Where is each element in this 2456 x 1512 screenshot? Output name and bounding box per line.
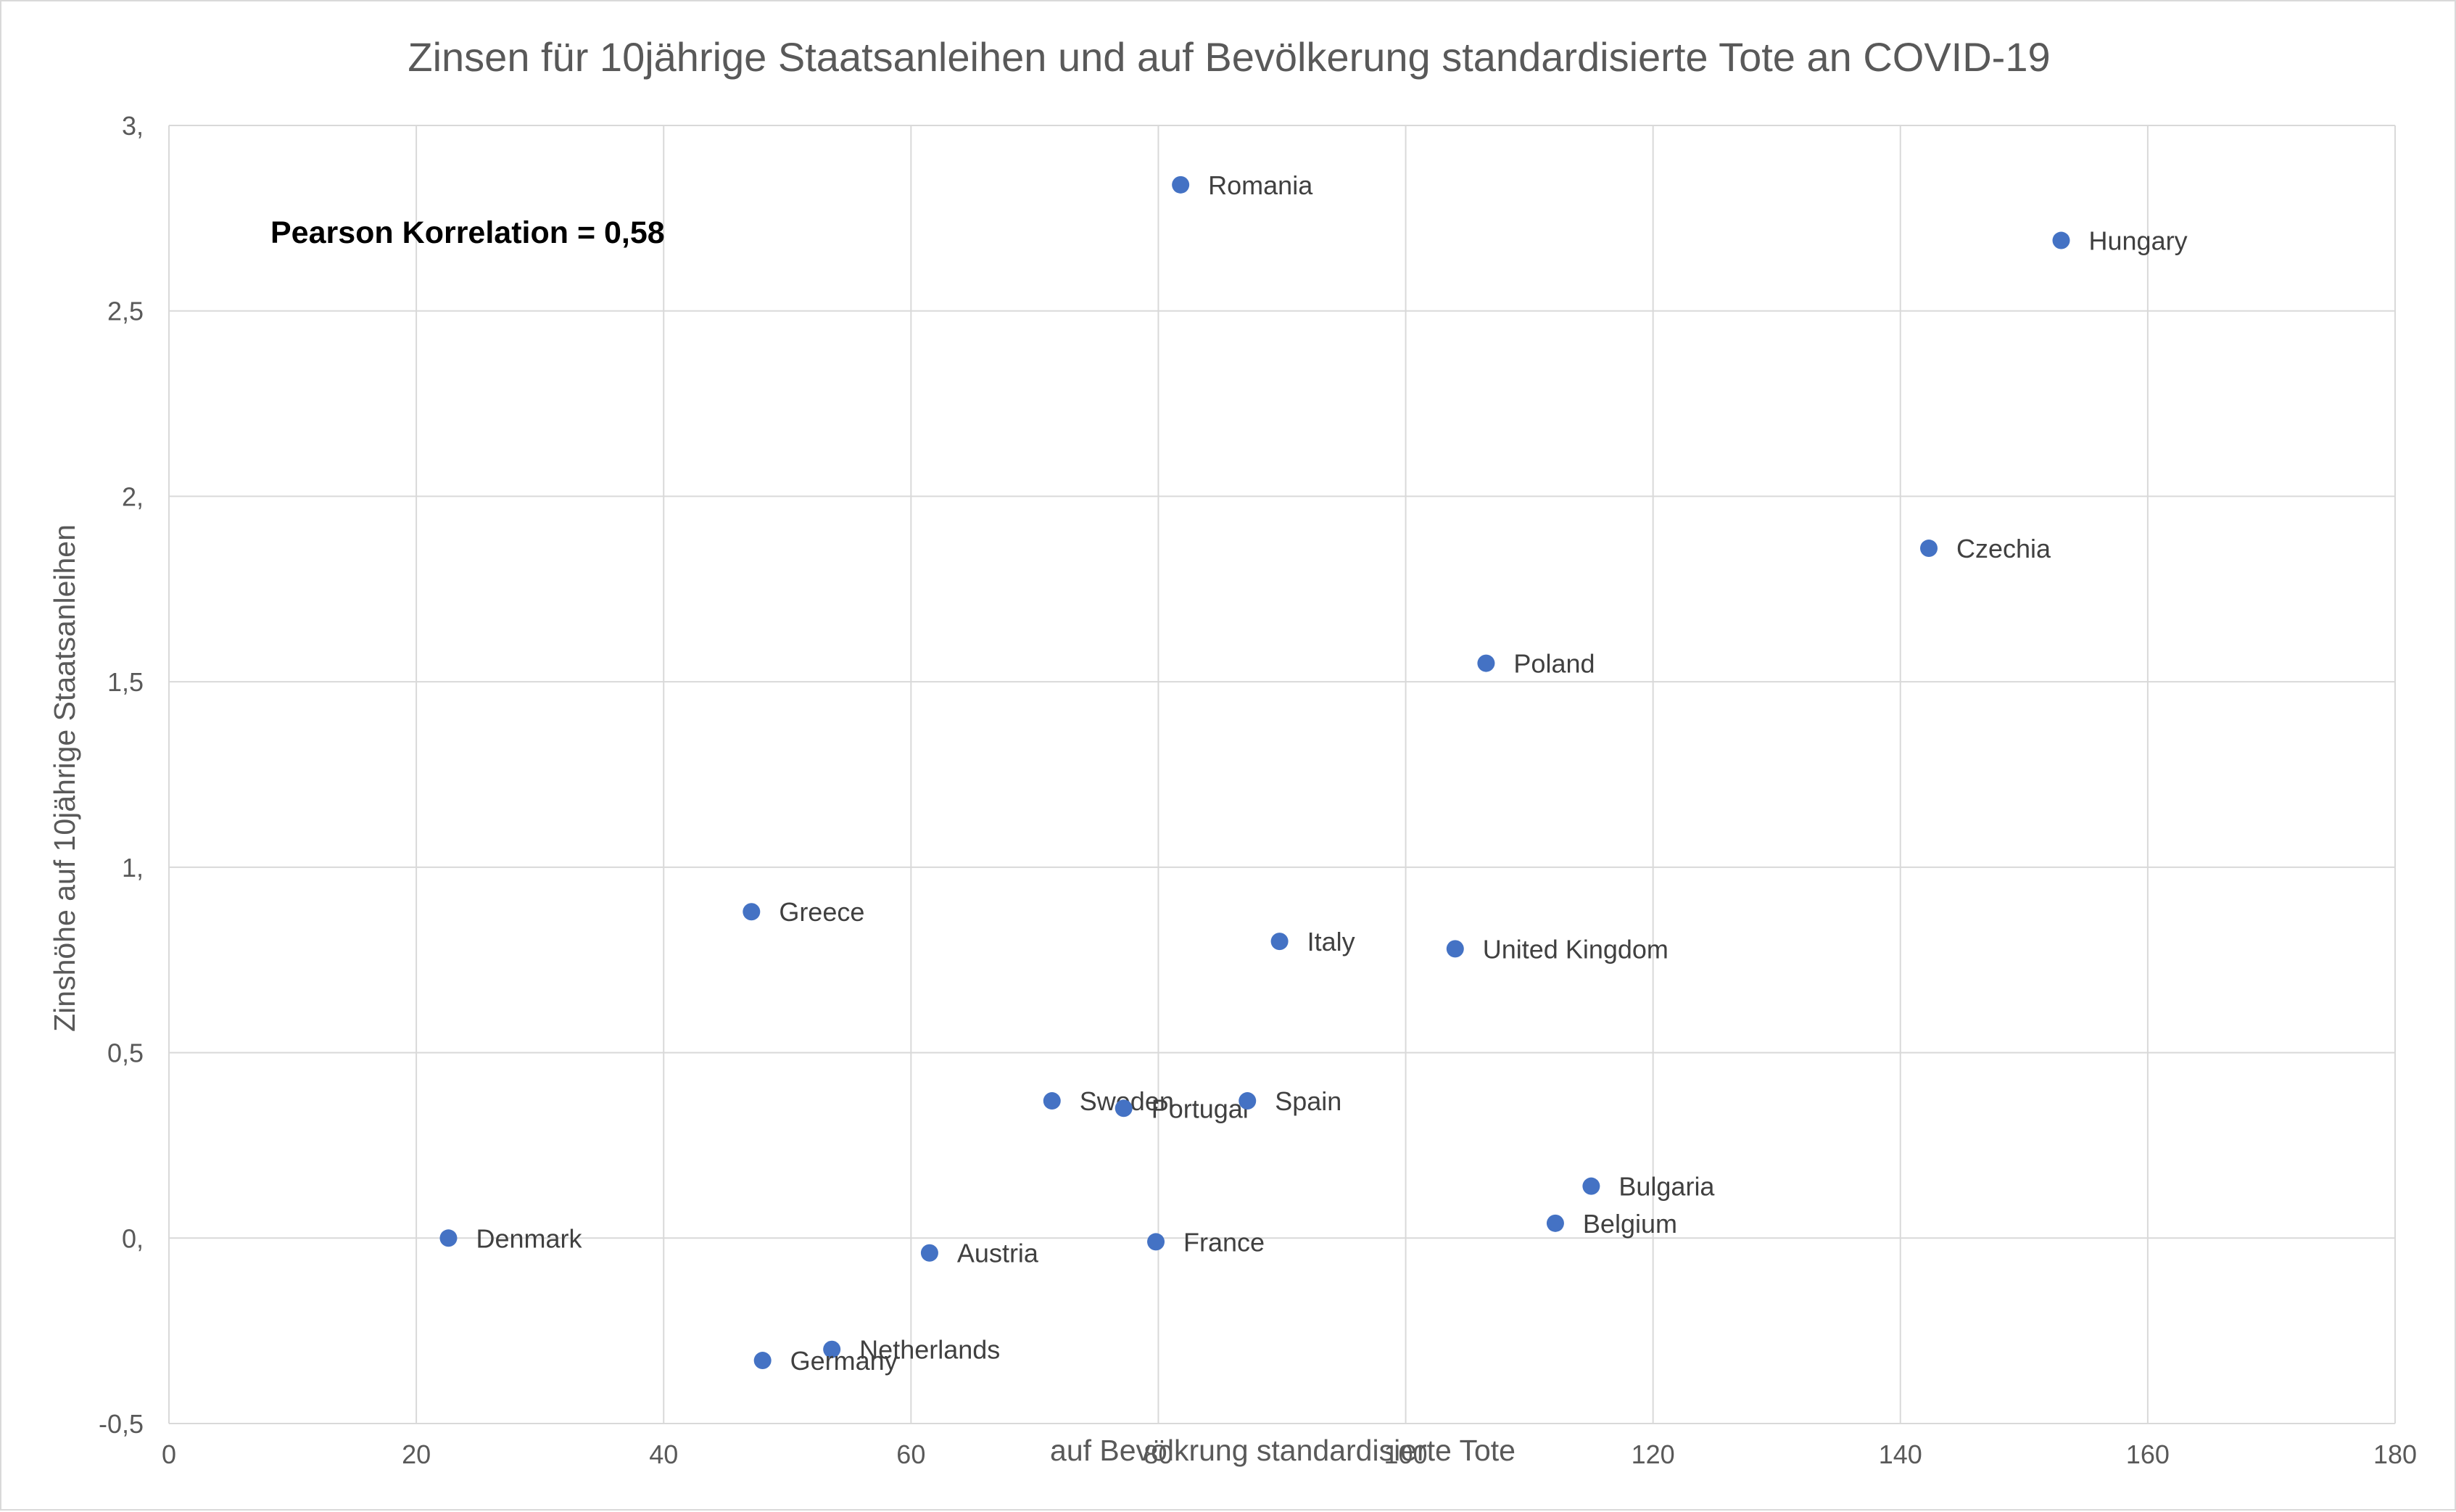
data-label: Romania <box>1208 170 1313 200</box>
y-tick-label: 3, <box>122 111 144 141</box>
data-label: Hungary <box>2089 226 2188 256</box>
chart-title: Zinsen für 10jährige Staatsanleihen und … <box>408 34 2050 80</box>
x-tick-label: 180 <box>2373 1439 2417 1469</box>
data-label: Belgium <box>1583 1209 1677 1239</box>
tick-labels: 0 20 40 60 80 100 120 140 160 180 3, 2,5 2, 1,5 1, 0,5 0… <box>99 111 2417 1469</box>
data-point <box>1546 1214 1564 1232</box>
data-label: Germany <box>790 1346 898 1376</box>
x-tick-label: 100 <box>1384 1439 1428 1469</box>
data-point <box>823 1340 841 1358</box>
x-tick-label: 0 <box>162 1439 176 1469</box>
data-point <box>1147 1233 1165 1251</box>
data-point <box>1582 1177 1600 1195</box>
data-point <box>1270 933 1289 951</box>
data-point <box>743 903 761 921</box>
grid-lines <box>168 125 2396 1424</box>
data-points: Romania Hungary Czechia Poland Greece Italy Un… <box>439 170 2188 1376</box>
x-axis-title: auf Bevölkrung standardisierte Tote <box>1050 1434 1516 1467</box>
data-label: Denmark <box>476 1223 582 1253</box>
data-label: Netherlands <box>859 1335 1000 1365</box>
data-point <box>2052 231 2070 249</box>
x-tick-label: 80 <box>1144 1439 1173 1469</box>
y-tick-label: -0,5 <box>99 1409 144 1439</box>
y-tick-label: 1, <box>122 853 144 883</box>
data-point <box>1446 940 1464 958</box>
data-point <box>1477 654 1495 672</box>
data-point <box>920 1244 938 1262</box>
data-label: Czechia <box>1956 534 2051 563</box>
data-label: Poland <box>1513 649 1595 679</box>
data-point <box>753 1352 772 1370</box>
data-point <box>1172 175 1190 194</box>
data-label: France <box>1183 1227 1265 1257</box>
data-label: Austria <box>957 1239 1039 1268</box>
y-tick-label: 2, <box>122 482 144 511</box>
y-axis-title: Zinshöhe auf 10jährige Staatsanleihen <box>48 524 81 1032</box>
x-tick-label: 140 <box>1879 1439 1922 1469</box>
data-label: United Kingdom <box>1483 934 1669 964</box>
data-label: Portugal <box>1151 1094 1249 1123</box>
y-tick-label: 1,5 <box>107 667 144 697</box>
data-point <box>1043 1092 1061 1110</box>
data-label: Greece <box>779 897 864 927</box>
data-point <box>1115 1099 1133 1118</box>
x-tick-label: 40 <box>649 1439 678 1469</box>
data-point <box>1920 540 1938 558</box>
x-tick-label: 120 <box>1632 1439 1675 1469</box>
y-tick-label: 2,5 <box>107 297 144 326</box>
y-tick-label: 0,5 <box>107 1038 144 1068</box>
x-tick-label: 60 <box>896 1439 925 1469</box>
x-tick-label: 160 <box>2126 1439 2170 1469</box>
y-tick-label: 0, <box>122 1223 144 1253</box>
data-label: Spain <box>1275 1086 1341 1116</box>
data-label: Italy <box>1307 927 1355 957</box>
data-label: Bulgaria <box>1618 1172 1715 1202</box>
data-point <box>439 1229 458 1247</box>
x-tick-label: 20 <box>402 1439 431 1469</box>
data-point <box>1239 1092 1257 1110</box>
pearson-annotation: Pearson Korrelation = 0,58 <box>270 215 665 250</box>
